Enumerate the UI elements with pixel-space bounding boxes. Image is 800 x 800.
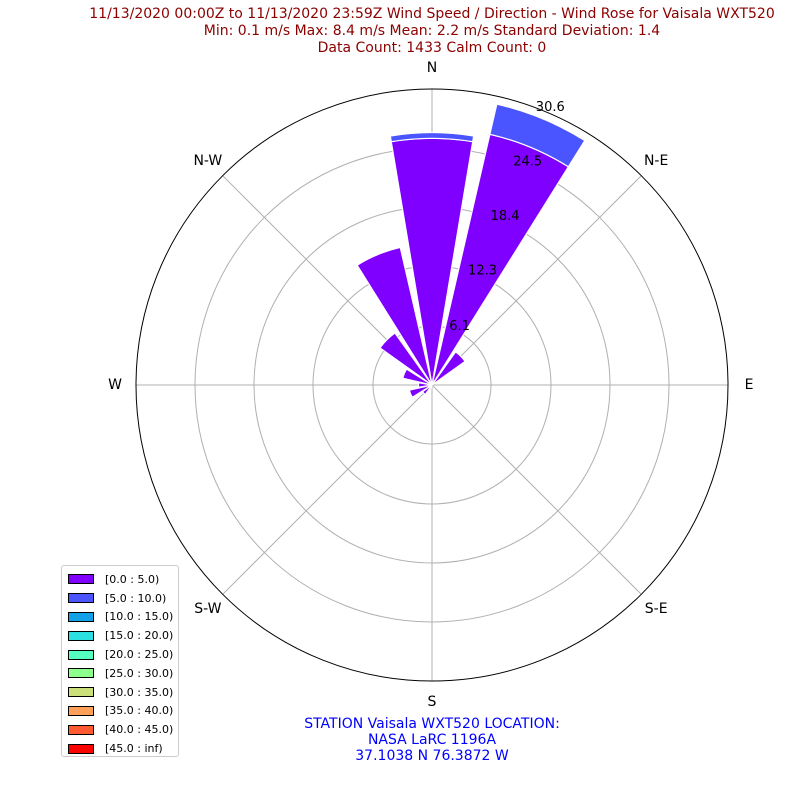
direction-label: S-W bbox=[194, 601, 221, 617]
grid-spoke bbox=[222, 384, 433, 595]
wind-bar bbox=[408, 384, 433, 399]
legend-swatch bbox=[68, 574, 94, 585]
wind-bar bbox=[356, 246, 433, 386]
legend-swatch bbox=[68, 630, 94, 641]
wind-bar bbox=[431, 351, 466, 386]
legend-item: [35.0 : 40.0) bbox=[68, 702, 178, 721]
legend-label: [5.0 : 10.0) bbox=[105, 591, 167, 605]
radial-tick-label: 6.1 bbox=[449, 319, 470, 334]
legend-item: [0.0 : 5.0) bbox=[68, 570, 178, 589]
legend-label: [35.0 : 40.0) bbox=[105, 704, 174, 718]
legend-item: [20.0 : 25.0) bbox=[68, 645, 178, 664]
legend-swatch bbox=[68, 593, 94, 604]
wind-bar bbox=[402, 368, 433, 386]
legend-swatch bbox=[68, 724, 94, 735]
legend-swatch bbox=[68, 687, 94, 698]
title-line-2: Min: 0.1 m/s Max: 8.4 m/s Mean: 2.2 m/s … bbox=[203, 23, 661, 39]
legend-label: [45.0 : inf) bbox=[105, 742, 163, 756]
wind-bar bbox=[421, 384, 433, 396]
grid-spoke bbox=[431, 384, 642, 595]
station-line-2: NASA LaRC 1196A bbox=[367, 732, 497, 748]
legend-item: [15.0 : 20.0) bbox=[68, 626, 178, 645]
legend-item: [25.0 : 30.0) bbox=[68, 664, 178, 683]
outer-circle bbox=[135, 88, 729, 682]
direction-label: W bbox=[108, 377, 122, 393]
station-line-3: 37.1038 N 76.3872 W bbox=[355, 748, 509, 764]
legend-swatch bbox=[68, 743, 94, 754]
legend-item: [30.0 : 35.0) bbox=[68, 683, 178, 702]
legend-label: [20.0 : 25.0) bbox=[105, 648, 174, 662]
direction-label: N-E bbox=[644, 153, 668, 169]
legend-label: [40.0 : 45.0) bbox=[105, 723, 174, 737]
chart-title: 11/13/2020 00:00Z to 11/13/2020 23:59Z W… bbox=[0, 6, 800, 57]
radial-tick-label: 24.5 bbox=[513, 155, 542, 170]
radial-tick-label: 18.4 bbox=[491, 209, 520, 224]
legend-item: [10.0 : 15.0) bbox=[68, 608, 178, 627]
legend-item: [5.0 : 10.0) bbox=[68, 589, 178, 608]
wind-bar bbox=[489, 103, 586, 168]
station-line-1: STATION Vaisala WXT520 LOCATION: bbox=[304, 716, 560, 732]
direction-label: E bbox=[745, 377, 754, 393]
legend-swatch bbox=[68, 705, 94, 716]
legend-label: [25.0 : 30.0) bbox=[105, 666, 174, 680]
legend: [0.0 : 5.0) [5.0 : 10.0) [10.0 : 15.0) [15.… bbox=[61, 565, 179, 757]
legend-item: [45.0 : inf) bbox=[68, 739, 178, 758]
title-line-1: 11/13/2020 00:00Z to 11/13/2020 23:59Z W… bbox=[89, 6, 775, 22]
wind-bar bbox=[417, 382, 433, 388]
wind-bar bbox=[379, 332, 433, 386]
direction-label: S-E bbox=[645, 601, 668, 617]
legend-label: [0.0 : 5.0) bbox=[105, 572, 160, 586]
legend-swatch bbox=[68, 649, 94, 660]
legend-swatch bbox=[68, 611, 94, 622]
direction-label: N bbox=[427, 60, 437, 76]
station-info: STATION Vaisala WXT520 LOCATION: NASA La… bbox=[232, 716, 632, 764]
direction-label: N-W bbox=[193, 153, 222, 169]
title-line-3: Data Count: 1433 Calm Count: 0 bbox=[317, 40, 547, 56]
legend-swatch bbox=[68, 668, 94, 679]
radial-tick-label: 30.6 bbox=[536, 100, 565, 115]
grid-spoke bbox=[431, 175, 642, 386]
radial-tick-label: 12.3 bbox=[468, 264, 497, 279]
direction-label: S bbox=[428, 694, 437, 710]
legend-label: [30.0 : 35.0) bbox=[105, 685, 174, 699]
legend-label: [10.0 : 15.0) bbox=[105, 610, 174, 624]
wind-bar bbox=[389, 132, 475, 143]
legend-item: [40.0 : 45.0) bbox=[68, 720, 178, 739]
legend-label: [15.0 : 20.0) bbox=[105, 629, 174, 643]
